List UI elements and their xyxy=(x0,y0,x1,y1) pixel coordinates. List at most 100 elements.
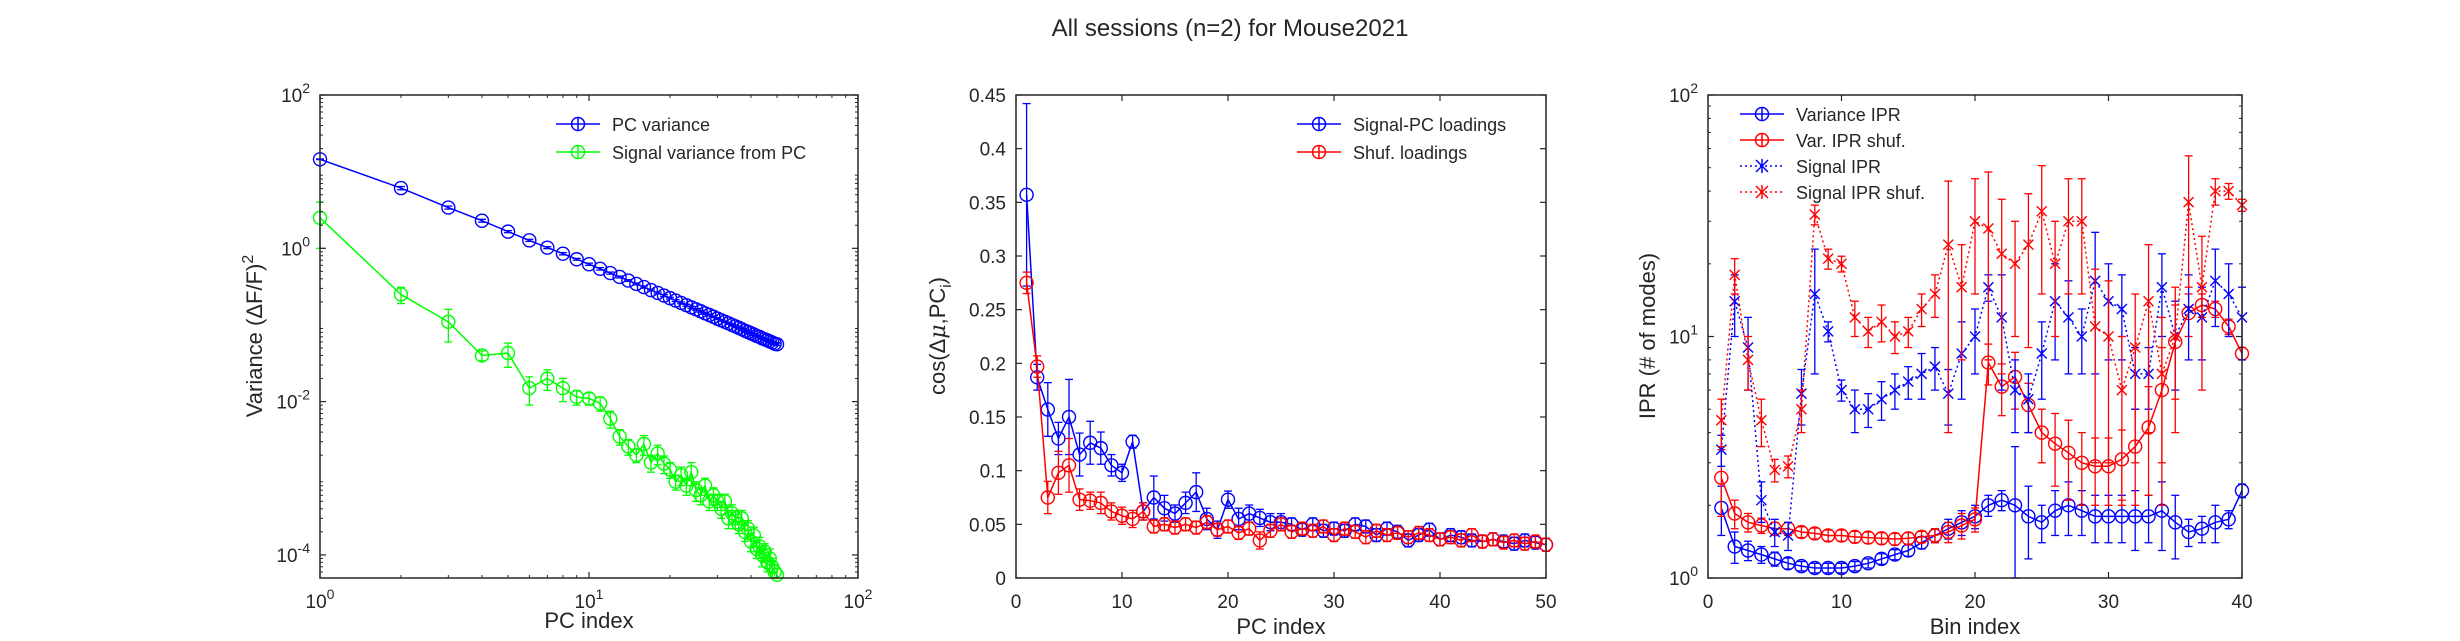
data-point xyxy=(1199,514,1215,530)
series-line xyxy=(1720,190,2243,471)
data-point xyxy=(1019,275,1034,291)
axes-2-legend-label-2: Shuf. loadings xyxy=(1353,143,1467,163)
data-point xyxy=(1836,384,1847,396)
data-point xyxy=(2156,281,2168,293)
x-tick-label: 102 xyxy=(844,586,873,613)
data-point xyxy=(1061,458,1077,473)
data-point xyxy=(1485,532,1501,547)
data-point xyxy=(1981,498,1996,513)
axes-2-legend-entry-1: Signal-PC loadings xyxy=(1297,115,1506,135)
data-point xyxy=(2208,515,2223,530)
data-point xyxy=(1849,311,1861,323)
axes-2-ticks: 0 10 20 30 40 50 0 0.05 0.1 0.15 0.2 0.25 0.3 0.35 0.4… xyxy=(969,86,1557,613)
data-point xyxy=(1241,521,1257,536)
data-point xyxy=(603,411,618,426)
data-point xyxy=(1178,495,1193,511)
data-point xyxy=(1379,527,1395,543)
data-point xyxy=(760,555,775,570)
x-tick-label: 40 xyxy=(2231,592,2252,613)
axes-1-legend-entry-1: PC variance xyxy=(556,115,710,135)
data-point xyxy=(1889,384,1901,396)
data-point xyxy=(2181,524,2196,540)
data-point xyxy=(762,551,777,566)
data-point xyxy=(1715,414,1727,426)
data-point xyxy=(1273,517,1289,532)
data-point xyxy=(1769,526,1781,538)
data-point xyxy=(1506,533,1522,548)
data-point xyxy=(1358,530,1374,545)
data-point xyxy=(2022,393,2034,405)
data-point xyxy=(1849,403,1861,415)
data-point xyxy=(569,252,584,267)
data-point xyxy=(1167,506,1183,521)
data-point xyxy=(1263,523,1278,538)
x-tick-label: 101 xyxy=(575,586,604,613)
axes-2-legend: Signal-PC loadings Shuf. loadings xyxy=(1297,115,1506,163)
data-point xyxy=(1994,492,2009,508)
data-point xyxy=(1135,504,1151,519)
axes-3: 0 10 20 30 40 100 101 102 Bin index IPR (# of m… xyxy=(1635,80,2253,639)
data-point xyxy=(1475,534,1490,549)
data-point xyxy=(2034,515,2049,530)
data-point xyxy=(1051,431,1066,446)
data-point xyxy=(1860,556,1876,571)
data-point xyxy=(1082,493,1098,508)
data-point xyxy=(1809,209,1821,221)
data-point xyxy=(1941,524,1956,540)
data-point xyxy=(2183,303,2195,315)
axes-3-legend-label-3: Signal IPR xyxy=(1796,157,1881,177)
data-point xyxy=(1969,215,1981,227)
data-point xyxy=(2209,185,2221,197)
axes-2-ylabel: cos(Δμ,PCi) xyxy=(925,277,955,395)
axes-2-legend-label-1: Signal-PC loadings xyxy=(1353,115,1506,135)
data-point xyxy=(612,269,627,285)
axes-1-legend: PC variance Signal variance from PC xyxy=(556,115,806,163)
axes-2-legend-entry-2: Shuf. loadings xyxy=(1297,143,1467,163)
data-point xyxy=(1146,490,1162,505)
y-tick-label: 101 xyxy=(1669,322,1698,349)
data-point xyxy=(1929,288,1941,300)
data-point xyxy=(500,224,516,239)
data-point xyxy=(650,446,665,461)
series-line xyxy=(1720,278,2243,537)
data-point xyxy=(1982,223,1994,235)
y-tick-label: 0.05 xyxy=(969,515,1006,536)
data-point xyxy=(636,436,652,452)
data-point xyxy=(1072,447,1087,462)
data-point xyxy=(1862,403,1874,415)
data-point xyxy=(1847,558,1863,574)
data-point xyxy=(769,567,785,583)
y-tick-label: 100 xyxy=(1669,563,1698,590)
data-point xyxy=(1902,325,1914,337)
series-line xyxy=(1025,194,1547,546)
data-point xyxy=(393,180,409,196)
x-tick-label: 50 xyxy=(1535,592,1556,613)
data-point xyxy=(1780,556,1796,571)
data-point xyxy=(1316,519,1331,534)
data-point xyxy=(1326,527,1342,543)
axes-3-legend-entry-4: Signal IPR shuf. xyxy=(1740,183,1925,203)
axes-1: 100 101 102 10-4 10-2 100 102 PC index Varianc… xyxy=(240,80,873,633)
data-point xyxy=(1969,331,1981,342)
data-point xyxy=(500,345,516,361)
data-point xyxy=(1114,508,1130,523)
x-tick-label: 20 xyxy=(1217,592,1238,613)
series-1 xyxy=(312,152,785,352)
data-point xyxy=(1029,359,1045,374)
data-point xyxy=(393,287,409,302)
data-point xyxy=(1178,517,1193,532)
y-tick-label: 0.1 xyxy=(980,462,1006,483)
data-point xyxy=(2221,512,2236,527)
data-point xyxy=(1019,187,1034,203)
y-tick-label: 100 xyxy=(281,233,310,260)
axes-3-legend-label-2: Var. IPR shuf. xyxy=(1796,131,1906,151)
data-point xyxy=(1114,465,1130,481)
data-point xyxy=(697,478,713,493)
data-point xyxy=(1782,460,1794,472)
data-point xyxy=(1714,470,1729,485)
data-point xyxy=(1876,393,1888,405)
data-point xyxy=(1740,515,1756,530)
y-tick-label: 0.35 xyxy=(969,193,1006,214)
series-4 xyxy=(1715,155,2248,506)
data-point xyxy=(1411,525,1427,541)
